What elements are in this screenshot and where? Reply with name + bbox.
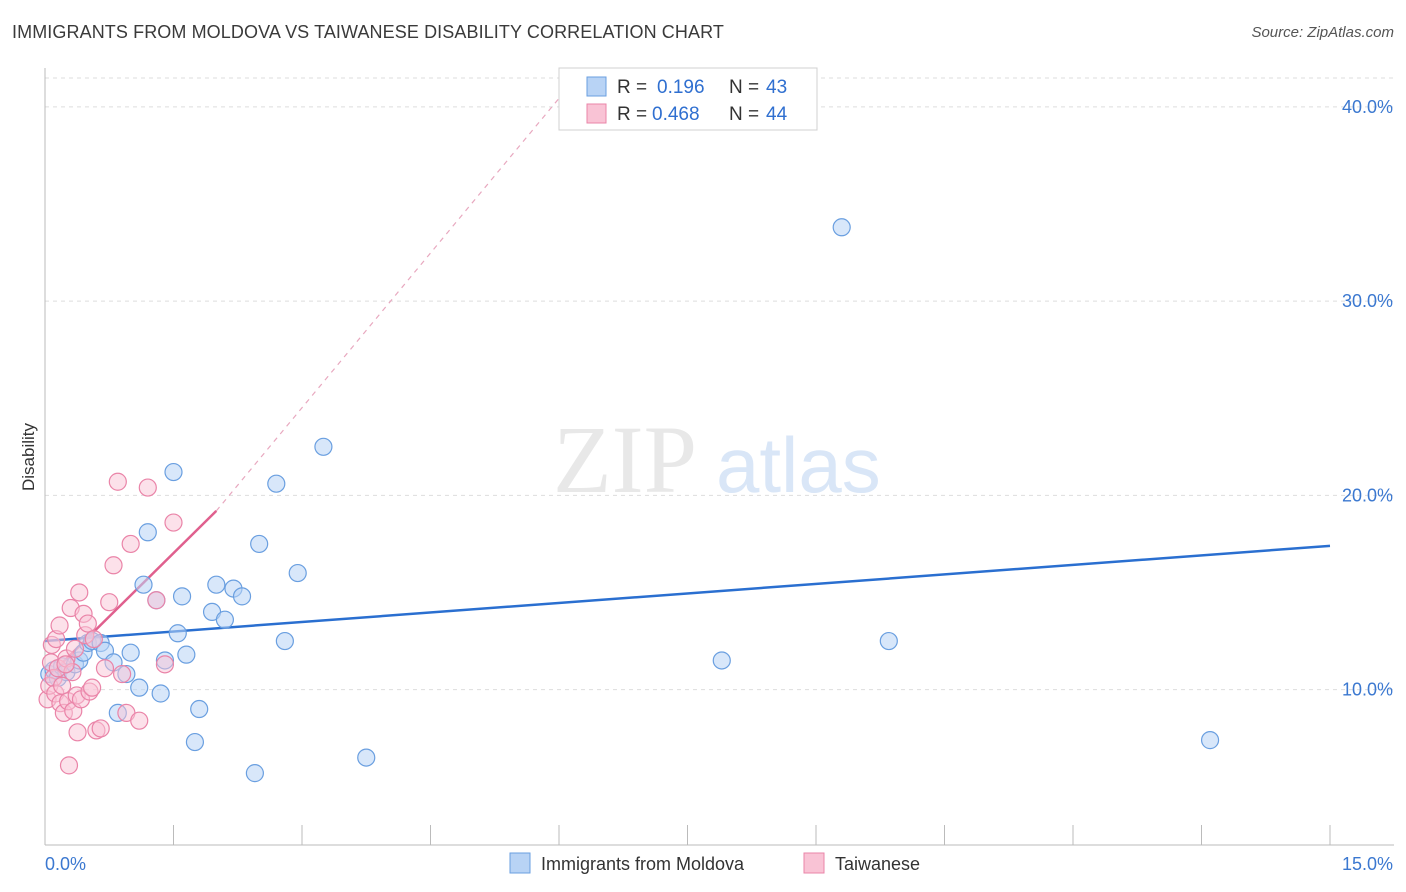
source-credit: Source: ZipAtlas.com bbox=[1251, 24, 1394, 41]
taiwanese-point bbox=[50, 616, 69, 635]
watermark-atlas: atlas bbox=[716, 421, 881, 509]
moldova-point bbox=[215, 610, 234, 629]
taiwanese-point bbox=[130, 711, 149, 730]
series-label-moldova: Immigrants from Moldova bbox=[541, 854, 745, 874]
moldova-point bbox=[879, 631, 898, 651]
moldova-point bbox=[130, 678, 149, 697]
series-legend: Immigrants from Moldova Taiwanese bbox=[509, 852, 920, 874]
watermark-zip: ZIP bbox=[553, 406, 697, 513]
moldova-point bbox=[712, 651, 731, 670]
taiwanese-point bbox=[84, 629, 103, 649]
moldova-point bbox=[121, 643, 140, 662]
stats-legend: R = 0.196 N = 43 R = 0.468 N = 44 bbox=[558, 67, 818, 131]
y-tick-label: 30.0% bbox=[1342, 291, 1393, 311]
series-label-taiwanese: Taiwanese bbox=[835, 854, 920, 874]
moldova-point bbox=[207, 575, 226, 594]
tick-labels: 10.0% 20.0% 30.0% 40.0% 0.0% 15.0% bbox=[45, 97, 1393, 874]
taiwanese-point bbox=[104, 556, 123, 575]
moldova-point bbox=[185, 732, 205, 752]
taiwanese-point bbox=[65, 639, 85, 658]
chart-title: IMMIGRANTS FROM MOLDOVA VS TAIWANESE DIS… bbox=[12, 22, 724, 42]
taiwanese-point bbox=[53, 676, 72, 695]
y-axis-title: Disability bbox=[19, 422, 38, 491]
moldova-point bbox=[190, 699, 209, 719]
taiwanese-point bbox=[91, 719, 110, 738]
moldova-point bbox=[267, 474, 286, 493]
taiwanese-point bbox=[95, 659, 115, 678]
y-tick-label: 20.0% bbox=[1342, 485, 1393, 505]
moldova-point bbox=[134, 575, 153, 594]
moldova-point bbox=[138, 523, 157, 542]
y-tick-label: 40.0% bbox=[1342, 97, 1393, 117]
y-tick-label: 10.0% bbox=[1342, 680, 1393, 700]
taiwanese-point bbox=[164, 513, 183, 532]
moldova-point bbox=[151, 684, 170, 703]
legend-r-label-1: R = bbox=[617, 77, 647, 98]
legend-r-label-2: R = bbox=[617, 104, 647, 125]
data-points bbox=[38, 218, 1220, 783]
moldova-point bbox=[288, 563, 307, 583]
legend-n-value-2: 44 bbox=[766, 104, 788, 125]
moldova-point bbox=[172, 587, 192, 606]
moldova-point bbox=[177, 645, 196, 664]
taiwanese-point bbox=[138, 478, 157, 497]
taiwanese-point bbox=[155, 655, 175, 674]
moldova-trend-line bbox=[44, 544, 1331, 643]
moldova-point bbox=[314, 437, 333, 456]
legend-n-value-1: 43 bbox=[766, 77, 787, 98]
moldova-point bbox=[164, 462, 183, 482]
moldova-point bbox=[357, 748, 376, 767]
legend-n-label-2: N = bbox=[729, 104, 759, 125]
taiwanese-point bbox=[121, 534, 140, 554]
taiwanese-trend-extension bbox=[215, 77, 577, 512]
taiwanese-point bbox=[56, 655, 75, 674]
legend-swatch-blue bbox=[586, 76, 607, 97]
series-swatch-taiwanese bbox=[803, 852, 825, 874]
taiwanese-point bbox=[100, 593, 119, 612]
taiwanese-point bbox=[83, 678, 102, 697]
moldova-point bbox=[250, 534, 269, 554]
x-tick-label-min: 0.0% bbox=[45, 854, 86, 874]
moldova-point bbox=[245, 764, 264, 783]
legend-swatch-pink bbox=[586, 103, 607, 124]
x-tick-label-max: 15.0% bbox=[1342, 854, 1393, 874]
taiwanese-point bbox=[112, 664, 132, 684]
taiwanese-point bbox=[59, 756, 79, 775]
taiwanese-point bbox=[108, 472, 127, 491]
moldova-point bbox=[832, 218, 851, 237]
moldova-point bbox=[1200, 731, 1220, 750]
legend-r-value-1: 0.196 bbox=[657, 77, 705, 98]
taiwanese-point bbox=[78, 614, 97, 633]
series-swatch-moldova bbox=[509, 852, 531, 874]
taiwanese-point bbox=[68, 723, 87, 742]
taiwanese-point bbox=[70, 583, 89, 602]
axes bbox=[44, 68, 1394, 846]
moldova-point bbox=[275, 631, 294, 651]
taiwanese-point bbox=[147, 591, 166, 610]
moldova-point bbox=[168, 624, 187, 643]
legend-n-label-1: N = bbox=[729, 77, 759, 98]
moldova-point bbox=[232, 587, 252, 606]
legend-r-value-2: 0.468 bbox=[652, 104, 700, 125]
